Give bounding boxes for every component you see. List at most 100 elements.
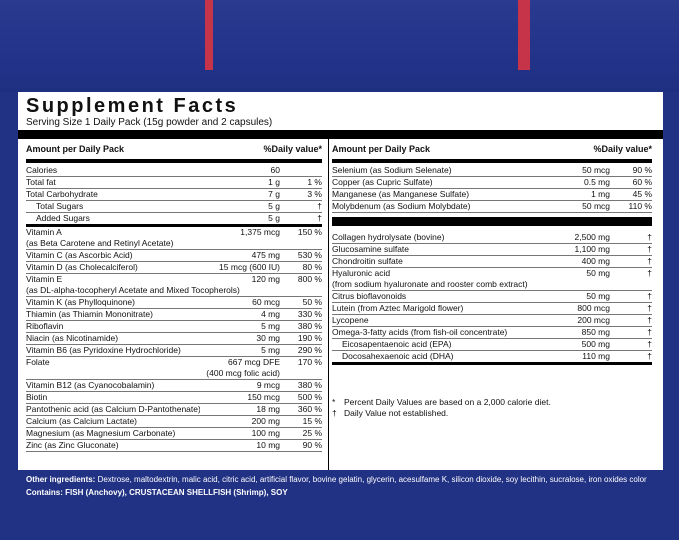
nutrient-name: Hyaluronic acid <box>332 268 391 278</box>
nutrient-daily-value: 60 % <box>632 177 652 187</box>
nutrient-amount: 667 mcg DFE <box>228 357 280 367</box>
nutrient-daily-value: † <box>647 256 652 266</box>
nutrient-row: Pantothenic acid (as Calcium D-Pantothen… <box>26 404 322 416</box>
nutrient-daily-value: 3 % <box>307 189 322 199</box>
nutrient-row: Vitamin K (as Phylloquinone) 60 mcg 50 % <box>26 297 322 309</box>
nutrient-name: Niacin (as Nicotinamide) <box>26 333 119 343</box>
nutrient-row: Calories 60 <box>26 165 322 177</box>
nutrient-amount: 1,100 mg <box>574 244 610 254</box>
nutrient-name: Vitamin D (as Cholecalciferol) <box>26 262 138 272</box>
nutrient-row: Manganese (as Manganese Sulfate) 1 mg 45 % <box>332 189 652 201</box>
nutrient-name: Vitamin C (as Ascorbic Acid) <box>26 250 133 260</box>
nutrient-name: Vitamin B12 (as Cyanocobalamin) <box>26 380 155 390</box>
nutrient-name: Lycopene <box>332 315 369 325</box>
nutrient-name: Docosahexaenoic acid (DHA) <box>342 351 454 361</box>
nutrient-row: Collagen hydrolysate (bovine) 2,500 mg † <box>332 232 652 244</box>
nutrient-amount: 50 mcg <box>582 165 610 175</box>
nutrient-daily-value: 290 % <box>297 345 322 355</box>
nutrient-row: Vitamin D (as Cholecalciferol) 15 mcg (60… <box>26 262 322 274</box>
nutrient-amount: 4 mg <box>261 309 280 319</box>
nutrient-row: Selenium (as Sodium Selenate) 50 mcg 90 % <box>332 165 652 177</box>
nutrient-daily-value: † <box>647 244 652 254</box>
nutrient-name: Vitamin A <box>26 227 62 237</box>
nutrient-detail: (as DL-alpha-tocopheryl Acetate and Mixe… <box>26 285 240 295</box>
nutrient-amount: 100 mg <box>251 428 280 438</box>
nutrient-row: Magnesium (as Magnesium Carbonate) 100 mg… <box>26 428 322 440</box>
nutrient-amount: 800 mcg <box>577 303 610 313</box>
nutrient-daily-value: 45 % <box>632 189 652 199</box>
nutrient-amount: 18 mg <box>256 404 280 414</box>
nutrient-name: Lutein (from Aztec Marigold flower) <box>332 303 464 313</box>
nutrient-row: Vitamin B12 (as Cyanocobalamin) 9 mcg 380 … <box>26 380 322 392</box>
nutrient-daily-value: 380 % <box>297 321 322 331</box>
nutrient-name: Calcium (as Calcium Lactate) <box>26 416 138 426</box>
nutrient-daily-value: † <box>647 327 652 337</box>
nutrient-amount: 5 g <box>268 201 280 211</box>
nutrient-name: Calories <box>26 165 58 175</box>
nutrient-name: Omega-3-fatty acids (from fish-oil conce… <box>332 327 508 337</box>
nutrient-daily-value: 90 % <box>302 440 322 450</box>
nutrient-name: Selenium (as Sodium Selenate) <box>332 165 452 175</box>
footnotes: * Percent Daily Values are based on a 2,0… <box>332 393 652 419</box>
nutrient-row: Niacin (as Nicotinamide) 30 mg 190 % <box>26 333 322 345</box>
nutrient-name: Eicosapentaenoic acid (EPA) <box>342 339 452 349</box>
nutrient-amount: 50 mg <box>586 291 610 301</box>
nutrient-detail: (as Beta Carotene and Retinyl Acetate) <box>26 238 174 248</box>
nutrient-daily-value: † <box>647 339 652 349</box>
package-bottom: Other ingredients: Dextrose, maltodextri… <box>18 470 663 540</box>
nutrient-name: Glucosamine sulfate <box>332 244 410 254</box>
red-stripe <box>518 0 530 70</box>
nutrient-name: Vitamin K (as Phylloquinone) <box>26 297 135 307</box>
nutrient-row: Riboflavin 5 mg 380 % <box>26 321 322 333</box>
section-bar <box>332 217 652 226</box>
footnote: † Daily Value not established. <box>332 408 652 419</box>
nutrient-row: Hyaluronic acid 50 mg † (from sodium hyalur… <box>332 268 652 291</box>
nutrient-amount: 2,500 mg <box>574 232 610 242</box>
nutrient-row: Omega-3-fatty acids (from fish-oil conce… <box>332 327 652 339</box>
nutrient-detail: (from sodium hyaluronate and rooster com… <box>332 279 528 289</box>
nutrient-daily-value: 800 % <box>297 274 322 284</box>
nutrient-name: Folate <box>26 357 50 367</box>
nutrient-row: Thiamin (as Thiamin Mononitrate) 4 mg 330 … <box>26 309 322 321</box>
nutrient-row: Vitamin E 120 mg 800 % (as DL-alpha-tocophe… <box>26 274 322 297</box>
nutrient-row: Vitamin C (as Ascorbic Acid) 475 mg 530 % <box>26 250 322 262</box>
nutrient-daily-value: † <box>647 351 652 361</box>
nutrient-amount: 5 mg <box>261 321 280 331</box>
footnote-symbol: * <box>332 397 336 407</box>
header-bar <box>18 130 663 139</box>
nutrient-name: Collagen hydrolysate (bovine) <box>332 232 445 242</box>
nutrient-name: Thiamin (as Thiamin Mononitrate) <box>26 309 153 319</box>
footnote-symbol: † <box>332 408 337 418</box>
nutrient-name: Molybdenum (as Sodium Molybdate) <box>332 201 471 211</box>
nutrient-name: Total Carbohydrate <box>26 189 98 199</box>
nutrient-amount: 850 mg <box>581 327 610 337</box>
other-ingredients: Other ingredients: Dextrose, maltodextri… <box>26 474 656 485</box>
nutrient-daily-value: 150 % <box>297 227 322 237</box>
left-nutrient-list: Calories 60 Total fat 1 g 1 % Total Carbohydr… <box>26 165 322 452</box>
nutrient-daily-value: 90 % <box>632 165 652 175</box>
nutrient-amount: 475 mg <box>251 250 280 260</box>
nutrient-daily-value: 190 % <box>297 333 322 343</box>
nutrient-row: Total Sugars 5 g † <box>26 201 322 213</box>
nutrient-name: Added Sugars <box>36 213 90 223</box>
nutrient-amount: 60 mcg <box>252 297 280 307</box>
nutrient-row: Glucosamine sulfate 1,100 mg † <box>332 244 652 256</box>
nutrient-amount: 200 mcg <box>577 315 610 325</box>
nutrient-amount: 110 mg <box>582 351 610 361</box>
nutrient-amount: 50 mg <box>586 268 610 278</box>
nutrient-detail: (400 mcg folic acid) <box>206 368 280 378</box>
package-top <box>0 0 679 92</box>
nutrient-name: Total fat <box>26 177 56 187</box>
column-divider <box>328 139 329 470</box>
left-column-header: Amount per Daily Pack %Daily value* <box>26 144 322 163</box>
nutrient-amount: 50 mcg <box>582 201 610 211</box>
nutrient-row: Calcium (as Calcium Lactate) 200 mg 15 % <box>26 416 322 428</box>
nutrient-amount: 5 mg <box>261 345 280 355</box>
nutrient-row: Docosahexaenoic acid (DHA) 110 mg † <box>332 351 652 365</box>
nutrient-row: Eicosapentaenoic acid (EPA) 500 mg † <box>332 339 652 351</box>
nutrient-row: Biotin 150 mcg 500 % <box>26 392 322 404</box>
nutrient-daily-value: 50 % <box>302 297 322 307</box>
nutrient-amount: 120 mg <box>251 274 280 284</box>
nutrient-name: Biotin <box>26 392 48 402</box>
panel-title: Supplement Facts <box>26 95 239 117</box>
